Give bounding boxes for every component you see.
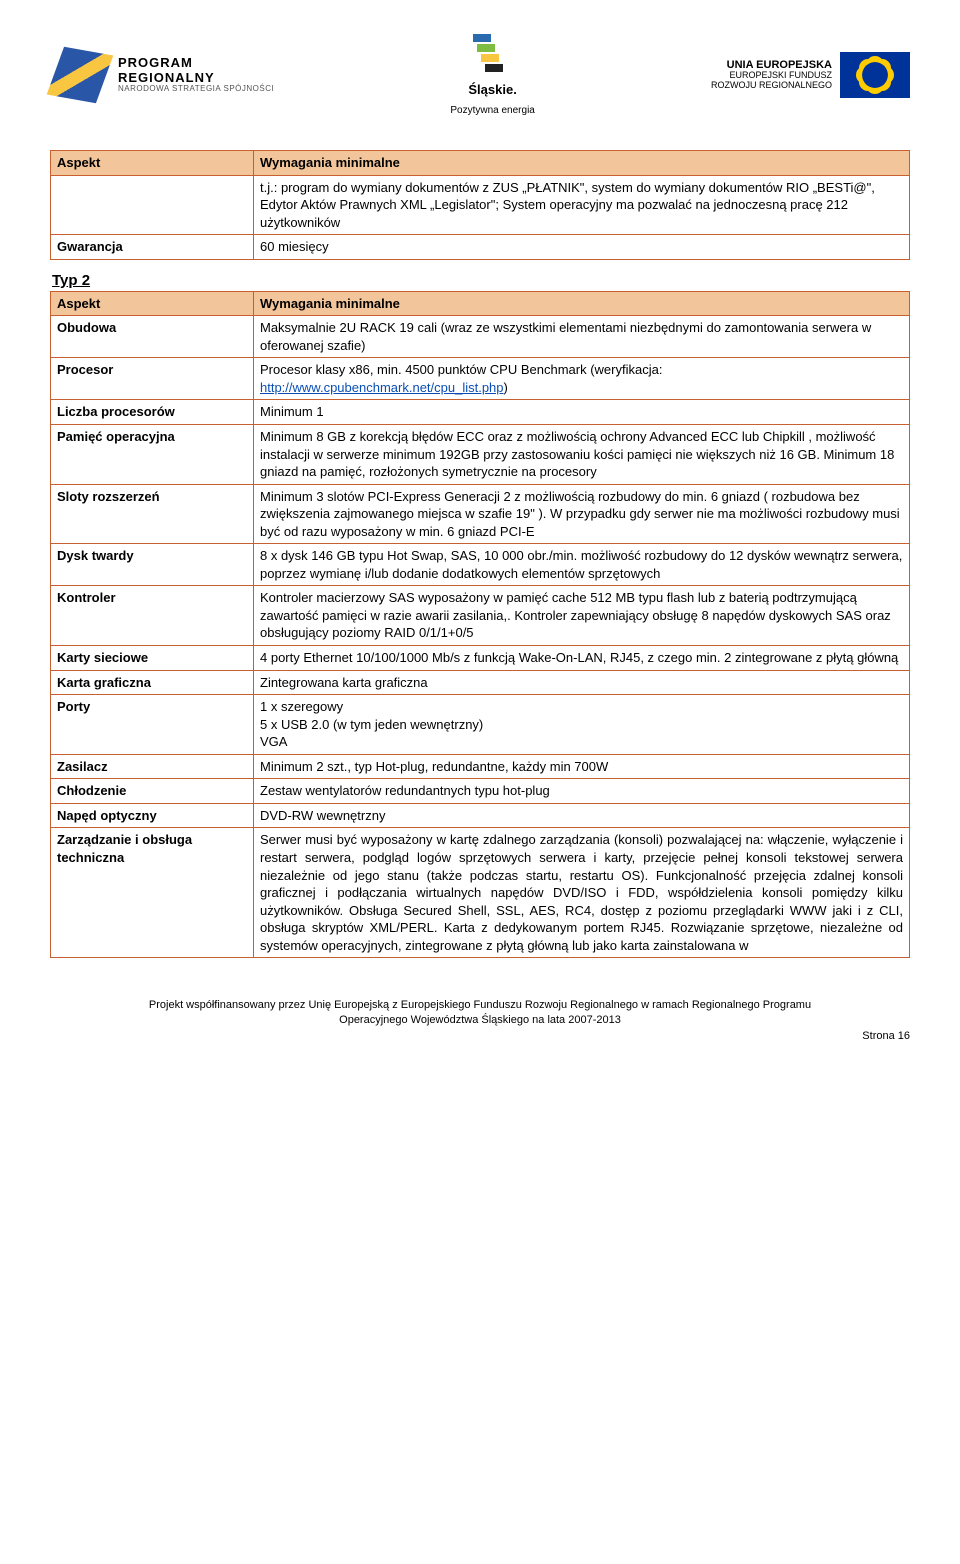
- logo-left-line2: REGIONALNY: [118, 71, 274, 85]
- t2-procesor-label: Procesor: [51, 358, 254, 400]
- t2-kontroler-label: Kontroler: [51, 586, 254, 646]
- spec-table-1: Aspekt Wymagania minimalne t.j.: program…: [50, 150, 910, 260]
- eu-flag-icon: [840, 52, 910, 98]
- t2-pamiec-label: Pamięć operacyjna: [51, 425, 254, 485]
- footer-line2: Operacyjnego Województwa Śląskiego na la…: [50, 1013, 910, 1027]
- t2-porty-label: Porty: [51, 695, 254, 755]
- t2-header-aspekt: Aspekt: [51, 291, 254, 316]
- header-logos: PROGRAM REGIONALNY NARODOWA STRATEGIA SP…: [50, 30, 910, 120]
- t1-row1-val: 60 miesięcy: [254, 235, 910, 260]
- t2-karta-label: Karta graficzna: [51, 670, 254, 695]
- t2-karta-val: Zintegrowana karta graficzna: [254, 670, 910, 695]
- logo-left-line1: PROGRAM: [118, 56, 274, 70]
- t2-procesor-pre: Procesor klasy x86, min. 4500 punktów CP…: [260, 362, 662, 377]
- t2-obudowa-label: Obudowa: [51, 316, 254, 358]
- logo-right-line3: ROZWOJU REGIONALNEGO: [711, 81, 832, 91]
- t2-chlodzenie-label: Chłodzenie: [51, 779, 254, 804]
- t2-naped-label: Napęd optyczny: [51, 803, 254, 828]
- t2-obudowa-val: Maksymalnie 2U RACK 19 cali (wraz ze wsz…: [254, 316, 910, 358]
- t2-header-wymagania: Wymagania minimalne: [254, 291, 910, 316]
- footer-line1: Projekt współfinansowany przez Unię Euro…: [50, 998, 910, 1012]
- typ2-heading: Typ 2: [52, 272, 910, 289]
- t2-dysk-label: Dysk twardy: [51, 544, 254, 586]
- cpubenchmark-link[interactable]: http://www.cpubenchmark.net/cpu_list.php: [260, 380, 504, 395]
- t1-header-wymagania: Wymagania minimalne: [254, 151, 910, 176]
- t2-procesor-val: Procesor klasy x86, min. 4500 punktów CP…: [254, 358, 910, 400]
- t2-sloty-val: Minimum 3 slotów PCI-Express Generacji 2…: [254, 484, 910, 544]
- t2-liczba-label: Liczba procesorów: [51, 400, 254, 425]
- t2-porty-val: 1 x szeregowy 5 x USB 2.0 (w tym jeden w…: [254, 695, 910, 755]
- logo-slaskie: Śląskie. Pozytywna energia: [450, 34, 535, 116]
- logo-mid-line2: Pozytywna energia: [450, 105, 535, 116]
- t2-chlodzenie-val: Zestaw wentylatorów redundantnych typu h…: [254, 779, 910, 804]
- t2-liczba-val: Minimum 1: [254, 400, 910, 425]
- t1-header-aspekt: Aspekt: [51, 151, 254, 176]
- logo-program-regionalny: PROGRAM REGIONALNY NARODOWA STRATEGIA SP…: [50, 45, 274, 105]
- logo-left-line3: NARODOWA STRATEGIA SPÓJNOŚCI: [118, 85, 274, 94]
- logo-mid-line1: Śląskie.: [468, 82, 516, 97]
- footer-page: Strona 16: [50, 1029, 910, 1043]
- t1-row0-val: t.j.: program do wymiany dokumentów z ZU…: [254, 175, 910, 235]
- t1-row1-label: Gwarancja: [51, 235, 254, 260]
- t2-dysk-val: 8 x dysk 146 GB typu Hot Swap, SAS, 10 0…: [254, 544, 910, 586]
- t1-row0-label: [51, 175, 254, 235]
- t2-zarz-val: Serwer musi być wyposażony w kartę zdaln…: [254, 828, 910, 958]
- t2-karty-label: Karty sieciowe: [51, 646, 254, 671]
- t2-zasilacz-label: Zasilacz: [51, 754, 254, 779]
- spec-table-2: Aspekt Wymagania minimalne Obudowa Maksy…: [50, 291, 910, 959]
- t2-karty-val: 4 porty Ethernet 10/100/1000 Mb/s z funk…: [254, 646, 910, 671]
- t2-naped-val: DVD-RW wewnętrzny: [254, 803, 910, 828]
- t2-procesor-post: ): [504, 380, 508, 395]
- t2-zasilacz-val: Minimum 2 szt., typ Hot-plug, redundantn…: [254, 754, 910, 779]
- logo-eu: UNIA EUROPEJSKA EUROPEJSKI FUNDUSZ ROZWO…: [711, 52, 910, 98]
- slaskie-icon: [473, 34, 513, 74]
- page-footer: Projekt współfinansowany przez Unię Euro…: [50, 998, 910, 1043]
- program-icon: [50, 45, 110, 105]
- t2-kontroler-val: Kontroler macierzowy SAS wyposażony w pa…: [254, 586, 910, 646]
- t2-zarz-label: Zarządzanie i obsługa techniczna: [51, 828, 254, 958]
- t2-sloty-label: Sloty rozszerzeń: [51, 484, 254, 544]
- t2-pamiec-val: Minimum 8 GB z korekcją błędów ECC oraz …: [254, 425, 910, 485]
